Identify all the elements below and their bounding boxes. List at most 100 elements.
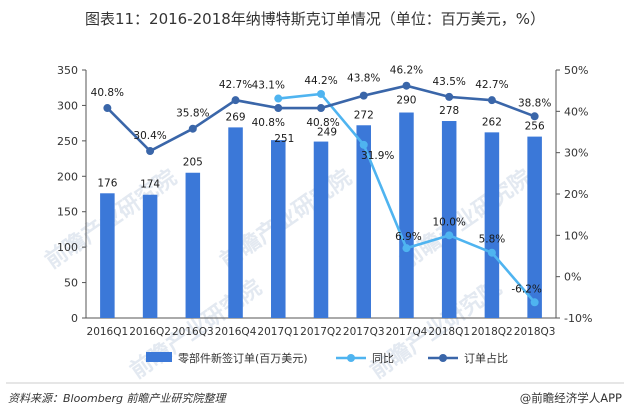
share-value-label: 40.8% (91, 87, 124, 99)
share-value-label: 46.2% (390, 65, 423, 77)
y-right-tick-label: 50% (564, 64, 588, 77)
share-value-label: 30.4% (133, 130, 166, 142)
series-point-2 (445, 92, 454, 101)
bar-value-label: 174 (140, 179, 160, 191)
x-tick-label: 2016Q1 (87, 326, 129, 338)
share-value-label: 38.8% (518, 97, 551, 109)
series-point-1 (317, 89, 325, 98)
yoy-value-label: 10.0% (433, 216, 466, 228)
yoy-value-label: 43.1% (252, 80, 285, 92)
bar (399, 112, 414, 318)
x-tick-label: 2017Q4 (386, 326, 428, 338)
x-tick-label: 2016Q2 (129, 326, 171, 338)
bar (313, 141, 329, 318)
series-point-1 (359, 140, 368, 149)
legend-swatch-bar (146, 352, 172, 362)
series-point-1 (445, 231, 454, 240)
series-point-2 (359, 91, 368, 100)
series-point-2 (487, 96, 496, 105)
y-left-tick-label: 150 (57, 206, 78, 219)
series-point-2 (530, 112, 539, 121)
y-left-tick-label: 200 (57, 170, 78, 183)
series-point-1 (402, 244, 411, 253)
x-tick-label: 2017Q1 (257, 326, 299, 338)
bar-value-label: 290 (396, 95, 416, 107)
series-point-1 (274, 94, 283, 103)
watermark-text: 前瞻产业研究院 (395, 164, 536, 274)
y-right-tick-label: 30% (564, 147, 588, 160)
series-point-2 (146, 147, 155, 156)
series-point-1 (530, 298, 539, 307)
legend-label-share: 订单占比 (464, 351, 508, 365)
share-value-label: 35.8% (176, 108, 209, 120)
series-point-1 (487, 248, 496, 257)
bar-value-label: 269 (226, 111, 246, 123)
share-value-label: 40.8% (252, 117, 285, 129)
legend: 零部件新签订单(百万美元) 同比 订单占比 (146, 351, 508, 365)
series-point-2 (188, 124, 197, 133)
yoy-value-label: 44.2% (304, 75, 337, 87)
bar-value-label: 176 (97, 177, 117, 189)
bar-value-label: 205 (183, 157, 203, 169)
yoy-value-label: 5.8% (479, 234, 506, 246)
y-left-tick-label: 50 (64, 277, 78, 290)
x-tick-label: 2016Q4 (215, 326, 257, 338)
bar-value-label: 251 (274, 133, 294, 145)
bar-series (100, 112, 542, 318)
series-point-2 (402, 81, 411, 90)
bar-value-label: 272 (354, 109, 374, 121)
x-tick-label: 2018Q2 (471, 326, 513, 338)
x-tick-label: 2018Q1 (428, 326, 470, 338)
legend-marker-yoy (347, 354, 355, 362)
bar (271, 140, 286, 318)
bar-value-label: 256 (525, 121, 545, 133)
source-note: 资料来源：Bloomberg 前瞻产业研究院整理 (8, 392, 228, 405)
x-tick-label: 2018Q3 (514, 326, 556, 338)
bar-value-label: 262 (482, 116, 502, 128)
bar (228, 127, 243, 318)
y-right-tick-label: 40% (564, 105, 588, 118)
bar (100, 193, 115, 318)
legend-label-bar: 零部件新签订单(百万美元) (178, 351, 308, 365)
yoy-value-label: -6.2% (511, 283, 541, 295)
bar (185, 172, 201, 318)
brand-credit: @前瞻经济学人APP (520, 391, 622, 405)
bar (441, 121, 457, 318)
yoy-value-label: 31.9% (361, 150, 394, 162)
share-value-label: 42.7% (219, 79, 252, 91)
y-right-tick-label: 20% (564, 188, 588, 201)
y-left-tick-label: 100 (57, 241, 78, 254)
series-point-2 (103, 104, 112, 113)
legend-label-yoy: 同比 (372, 352, 394, 365)
x-tick-label: 2017Q2 (300, 326, 342, 338)
series-point-2 (274, 104, 283, 113)
chart-title: 图表11：2016-2018年纳博特斯克订单情况（单位：百万美元，%） (85, 10, 545, 28)
x-tick-label: 2016Q3 (172, 326, 214, 338)
share-value-label: 42.7% (475, 79, 508, 91)
bar (527, 136, 542, 318)
y-left-tick-label: 250 (57, 135, 78, 148)
series-point-2 (231, 96, 240, 105)
y-right-tick-label: -10% (564, 312, 592, 325)
y-left-tick-label: 300 (57, 99, 78, 112)
legend-marker-share (439, 354, 447, 362)
y-right-tick-label: 10% (564, 229, 588, 242)
bar-value-label: 249 (317, 127, 337, 139)
y-right-tick-label: 0% (564, 271, 581, 284)
yoy-value-label: 6.9% (395, 231, 422, 243)
series-point-2 (317, 104, 325, 113)
share-value-label: 40.8% (306, 117, 339, 129)
x-tick-label: 2017Q3 (343, 326, 385, 338)
share-value-label: 43.8% (347, 73, 380, 85)
bar (484, 132, 500, 318)
y-left-tick-label: 0 (71, 312, 78, 325)
y-left-tick-label: 350 (57, 64, 78, 77)
line-series (103, 81, 539, 307)
data-labels: 176 174 205 269 251 249 272 290 278 262 256 43.1% 44… (91, 65, 552, 296)
bar-value-label: 278 (439, 105, 459, 117)
bar (142, 194, 158, 318)
share-value-label: 43.5% (433, 76, 466, 88)
footer: 资料来源：Bloomberg 前瞻产业研究院整理 @前瞻经济学人APP (6, 382, 624, 405)
bar (356, 125, 371, 318)
